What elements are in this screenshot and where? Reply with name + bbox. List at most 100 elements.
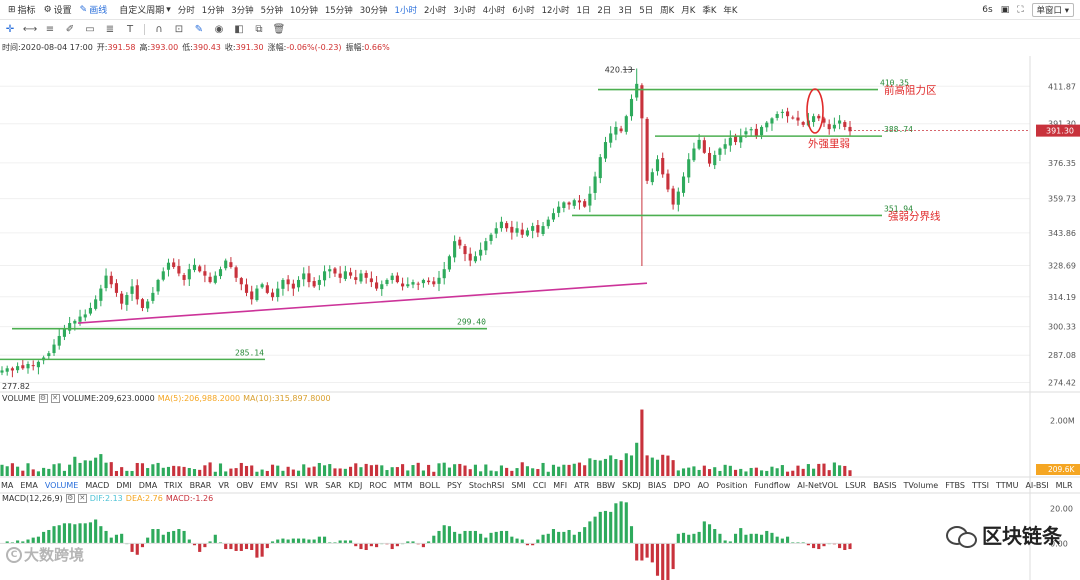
indicator-tab-basis[interactable]: BASIS — [873, 481, 897, 490]
lock-icon[interactable]: ⊡ — [174, 24, 184, 35]
level-label: 351.94 — [884, 204, 913, 213]
indicator-tab-ai-bsi[interactable]: AI-BSI — [1025, 481, 1049, 490]
indicator-tab-fundflow[interactable]: Fundflow — [754, 481, 791, 490]
timeframe-12[interactable]: 12小时 — [541, 5, 570, 16]
indicator-tab-macd[interactable]: MACD — [85, 481, 110, 490]
parallel-tool-icon[interactable]: ≡ — [45, 24, 55, 35]
indicator-tab-ao[interactable]: AO — [697, 481, 710, 490]
indicator-tab-obv[interactable]: OBV — [236, 481, 254, 490]
macd-bar — [754, 533, 758, 544]
indicator-tab-stochrsi[interactable]: StochRSI — [468, 481, 505, 490]
macd-bar — [42, 531, 46, 544]
timeframe-16[interactable]: 5日 — [639, 5, 654, 16]
timeframe-10[interactable]: 4小时 — [482, 5, 506, 16]
timeframe-11[interactable]: 6小时 — [512, 5, 535, 16]
magnet-icon[interactable]: ∩ — [155, 24, 163, 35]
settings-button[interactable]: ⚙ 设置 — [43, 4, 72, 17]
indicator-tab-dma[interactable]: DMA — [138, 481, 158, 490]
indicator-tab-bbw[interactable]: BBW — [596, 481, 616, 490]
indicator-tab-cci[interactable]: CCI — [532, 481, 547, 490]
indicators-button[interactable]: ⊞ 指标 — [8, 4, 36, 17]
close-icon[interactable]: ✕ — [50, 394, 60, 403]
volume-bar — [603, 458, 608, 476]
crosshair-tool-icon[interactable]: ✛ — [5, 24, 15, 35]
timeframe-3[interactable]: 5分钟 — [260, 5, 284, 16]
timeframe-7[interactable]: 1小时 — [394, 5, 417, 16]
custom-period-button[interactable]: 自定义周期 ▾ — [119, 4, 171, 17]
indicator-tab-tvolume[interactable]: TVolume — [903, 481, 939, 490]
line-tool-icon[interactable]: ⟷ — [22, 24, 38, 35]
volume-bar — [239, 462, 243, 476]
y-tick-label: 411.87 — [1048, 82, 1076, 91]
indicator-tab-ttmu[interactable]: TTMU — [996, 481, 1019, 490]
indicator-tab-position[interactable]: Position — [716, 481, 748, 490]
settings-icon[interactable]: ⚙ — [38, 394, 48, 403]
timeframe-15[interactable]: 3日 — [618, 5, 633, 16]
indicator-tab-vr[interactable]: VR — [218, 481, 230, 490]
timeframe-4[interactable]: 10分钟 — [290, 5, 318, 16]
timeframe-19[interactable]: 季K — [702, 5, 717, 16]
rectangle-tool-icon[interactable]: ▭ — [85, 24, 95, 35]
indicator-tab-ai-netvol[interactable]: AI-NetVOL — [797, 481, 839, 490]
brush-icon[interactable]: ✎ — [194, 24, 204, 35]
text-tool-icon[interactable]: T — [126, 24, 134, 35]
indicator-tab-atr[interactable]: ATR — [574, 481, 590, 490]
indicator-tab-ma[interactable]: MA — [1, 481, 14, 490]
timeframe-9[interactable]: 3小时 — [453, 5, 476, 16]
timeframe-1[interactable]: 1分钟 — [201, 5, 225, 16]
indicator-tab-ema[interactable]: EMA — [20, 481, 38, 490]
indicator-tab-boll[interactable]: BOLL — [419, 481, 441, 490]
indicator-tab-roc[interactable]: ROC — [369, 481, 387, 490]
indicator-tab-volume[interactable]: VOLUME — [44, 481, 79, 490]
indicator-tab-dpo[interactable]: DPO — [673, 481, 691, 490]
indicator-tab-sar[interactable]: SAR — [325, 481, 342, 490]
indicator-tab-ftbs[interactable]: FTBS — [945, 481, 965, 490]
timeframe-6[interactable]: 30分钟 — [359, 5, 388, 16]
indicator-tab-dmi[interactable]: DMI — [116, 481, 132, 490]
indicator-tab-brar[interactable]: BRAR — [189, 481, 212, 490]
layers-icon[interactable]: ◧ — [234, 24, 244, 35]
timeframe-0[interactable]: 分时 — [177, 5, 195, 16]
timeframe-20[interactable]: 年K — [723, 5, 738, 16]
draw-line-button[interactable]: ✎ 画线 — [79, 4, 108, 17]
candle-body — [671, 188, 675, 205]
timeframe-13[interactable]: 1日 — [576, 5, 591, 16]
indicator-tab-lsur[interactable]: LSUR — [845, 481, 867, 490]
indicator-tab-trix[interactable]: TRIX — [164, 481, 183, 490]
camera-icon[interactable]: ▣ — [1000, 4, 1010, 15]
trash-icon[interactable]: 🗑 — [272, 24, 286, 35]
timeframe-8[interactable]: 2小时 — [423, 5, 447, 16]
indicator-tab-mtm[interactable]: MTM — [393, 481, 413, 490]
candle-body — [187, 269, 191, 280]
indicator-tab-kdj[interactable]: KDJ — [348, 481, 363, 490]
indicator-tab-ttsi[interactable]: TTSI — [971, 481, 990, 490]
timeframe-14[interactable]: 2日 — [597, 5, 612, 16]
macd-bar — [598, 511, 602, 544]
volume-bar — [385, 470, 389, 476]
indicator-tab-emv[interactable]: EMV — [260, 481, 278, 490]
indicator-tab-psy[interactable]: PSY — [447, 481, 462, 490]
indicator-tab-rsi[interactable]: RSI — [284, 481, 298, 490]
close-icon[interactable]: ✕ — [77, 494, 87, 503]
timeframe-17[interactable]: 周K — [660, 5, 675, 16]
indicator-tab-wr[interactable]: WR — [304, 481, 319, 490]
volume-bar — [484, 464, 488, 476]
eye-icon[interactable]: ◉ — [214, 24, 224, 35]
indicator-tab-smi[interactable]: SMI — [511, 481, 526, 490]
settings-icon[interactable]: ⚙ — [65, 494, 75, 503]
indicator-tab-bias[interactable]: BIAS — [647, 481, 667, 490]
timeframe-2[interactable]: 3分钟 — [231, 5, 254, 16]
timeframe-5[interactable]: 15分钟 — [324, 5, 353, 16]
timeframe-18[interactable]: 月K — [681, 5, 696, 16]
indicator-tab-mfi[interactable]: MFI — [553, 481, 568, 490]
fibonacci-tool-icon[interactable]: ≣ — [105, 24, 115, 35]
macd-bar — [765, 530, 769, 544]
copy-icon[interactable]: ⧉ — [255, 24, 263, 35]
indicator-tab-mlr[interactable]: MLR — [1055, 481, 1073, 490]
candle-body — [302, 273, 306, 280]
window-mode-select[interactable]: 单窗口 ▾ — [1031, 2, 1074, 17]
pen-tool-icon[interactable]: ✐ — [65, 24, 75, 35]
indicator-tab-skdj[interactable]: SKDJ — [622, 481, 641, 490]
fullscreen-icon[interactable]: ⛶ — [1017, 4, 1024, 15]
